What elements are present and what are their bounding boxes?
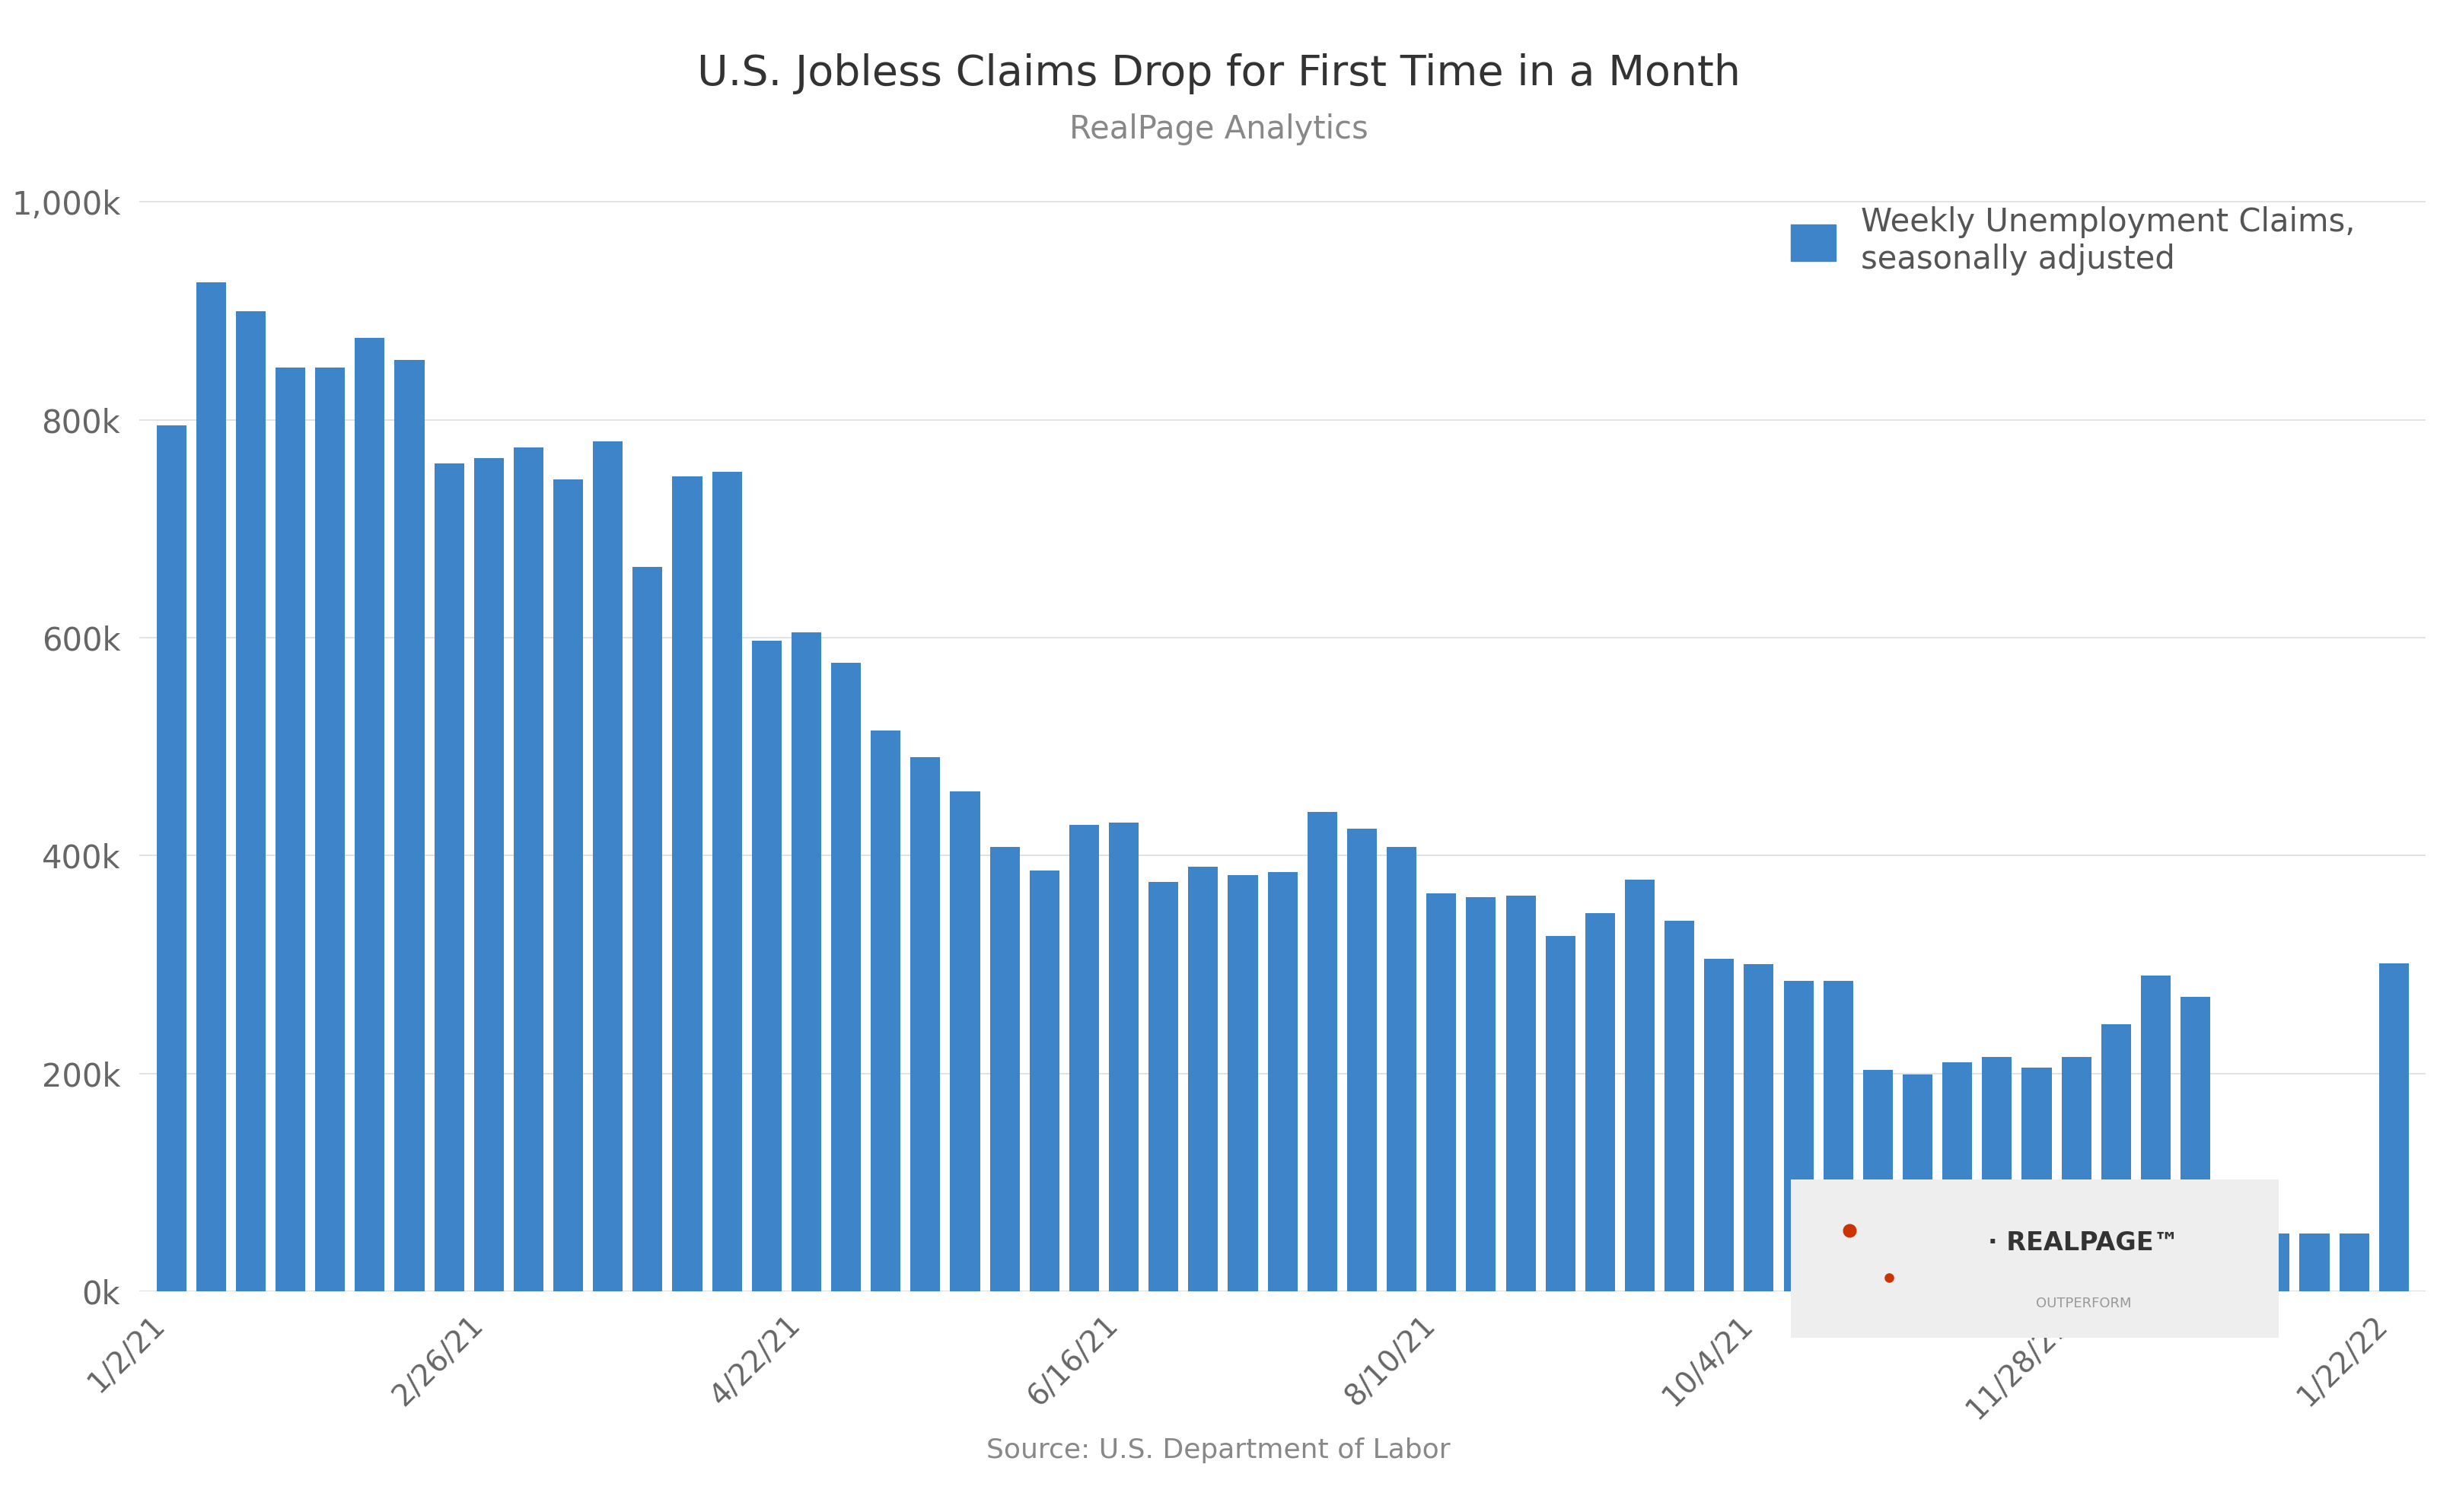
Bar — [592, 442, 624, 1291]
Bar — [2301, 1234, 2330, 1291]
Bar — [1664, 921, 1694, 1291]
Bar — [553, 479, 582, 1291]
Bar — [356, 339, 385, 1291]
Bar — [950, 791, 980, 1291]
Bar — [1584, 913, 1616, 1291]
Bar — [1981, 1057, 2013, 1291]
Bar — [1745, 965, 1774, 1291]
Text: U.S. Jobless Claims Drop for First Time in a Month: U.S. Jobless Claims Drop for First Time … — [697, 53, 1740, 94]
Bar — [1545, 936, 1574, 1291]
Bar — [1784, 981, 1813, 1291]
Text: OUTPERFORM: OUTPERFORM — [2035, 1296, 2132, 1309]
Bar — [673, 476, 702, 1291]
Bar — [712, 472, 741, 1291]
Bar — [2181, 998, 2210, 1291]
Bar — [1862, 1070, 1894, 1291]
Bar — [314, 367, 346, 1291]
Bar — [1189, 866, 1218, 1291]
Bar — [2379, 963, 2408, 1291]
Bar — [1267, 872, 1296, 1291]
Bar — [1070, 826, 1099, 1291]
Bar — [1306, 812, 1338, 1291]
Bar — [1348, 829, 1377, 1291]
Bar — [1703, 959, 1735, 1291]
Bar — [156, 425, 185, 1291]
Bar — [2062, 1057, 2091, 1291]
Text: RealPage Analytics: RealPage Analytics — [1070, 113, 1367, 145]
Bar — [2140, 975, 2171, 1291]
Bar — [395, 360, 424, 1291]
Bar — [1942, 1063, 1972, 1291]
Bar — [2340, 1234, 2369, 1291]
Bar — [434, 463, 463, 1291]
Bar — [792, 632, 821, 1291]
Bar — [1467, 897, 1496, 1291]
Bar — [1426, 894, 1457, 1291]
Bar — [2259, 1234, 2291, 1291]
Bar — [1028, 871, 1060, 1291]
Bar — [911, 758, 941, 1291]
Text: · REALPAGE™: · REALPAGE™ — [1989, 1231, 2179, 1255]
Bar — [275, 367, 305, 1291]
Bar — [1109, 823, 1138, 1291]
Bar — [473, 458, 504, 1291]
Bar — [1148, 881, 1180, 1291]
Legend: Weekly Unemployment Claims,
seasonally adjusted: Weekly Unemployment Claims, seasonally a… — [1760, 175, 2386, 307]
Bar — [195, 283, 227, 1291]
Bar — [831, 662, 860, 1291]
Bar — [1903, 1075, 1933, 1291]
Text: Source: U.S. Department of Labor: Source: U.S. Department of Labor — [987, 1438, 1450, 1464]
Bar — [2023, 1067, 2052, 1291]
Bar — [1625, 880, 1655, 1291]
Bar — [751, 641, 782, 1291]
Bar — [989, 847, 1019, 1291]
Bar — [514, 448, 543, 1291]
Bar — [1823, 981, 1852, 1291]
Bar — [236, 311, 266, 1291]
Bar — [870, 730, 902, 1291]
Bar — [634, 567, 663, 1291]
Bar — [1228, 875, 1257, 1291]
Bar — [2101, 1025, 2130, 1291]
Bar — [2220, 1234, 2249, 1291]
Bar — [1506, 897, 1535, 1291]
Bar — [1387, 847, 1416, 1291]
